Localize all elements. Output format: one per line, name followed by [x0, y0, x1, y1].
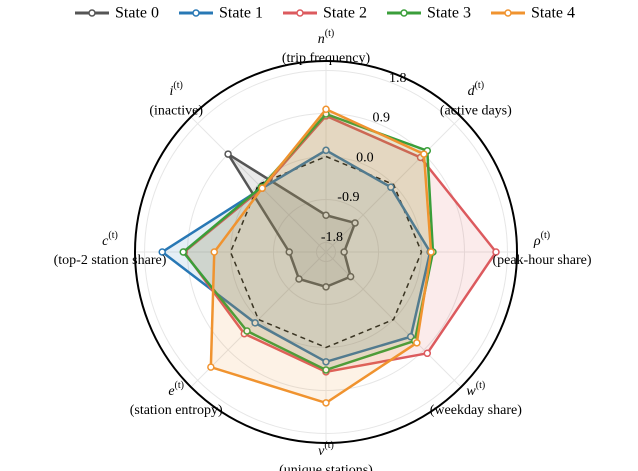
series-point [251, 319, 259, 327]
axis-desc: (unique stations) [279, 463, 373, 471]
r-tick-label: -0.9 [337, 190, 359, 205]
series-point [295, 275, 303, 283]
axis-symbol-letter: v [318, 444, 325, 459]
axis-symbol-letter: i [169, 84, 173, 99]
legend-marker [504, 9, 512, 17]
spoke [190, 116, 327, 253]
axis-symbol-letter: n [318, 32, 325, 47]
legend-label: State 1 [219, 5, 263, 22]
r-tick-label: 0.0 [356, 150, 374, 165]
series-area [210, 109, 432, 403]
series-point [427, 248, 435, 256]
series-point [158, 248, 166, 256]
series-point [322, 105, 330, 113]
axis-symbol: c(t) [102, 230, 118, 249]
series-point [420, 150, 428, 158]
axis-desc: (active days) [440, 103, 512, 118]
legend-marker [192, 9, 200, 17]
series-point [322, 211, 330, 219]
series-point [492, 248, 500, 256]
axis-symbol-letter: w [466, 384, 476, 399]
axis-symbol-letter: d [468, 84, 476, 99]
series-area [183, 114, 433, 370]
axis-symbol-letter: e [168, 384, 174, 399]
series-point [322, 146, 330, 155]
axis-symbol-sup: (t) [324, 440, 333, 451]
series-point [243, 327, 251, 335]
legend-label: State 4 [531, 5, 575, 22]
axis-desc: (inactive) [149, 103, 203, 118]
series-point [285, 248, 293, 256]
legend-label: State 0 [115, 5, 159, 22]
series-point [210, 248, 219, 256]
axis-symbol-sup: (t) [108, 230, 117, 241]
series-point [423, 349, 432, 358]
legend-marker [296, 9, 304, 17]
legend-label: State 3 [427, 5, 471, 22]
axis-symbol-sup: (t) [476, 380, 485, 391]
axis-symbol: v(t) [318, 440, 334, 459]
axis-symbol: ρ(t) [533, 230, 550, 249]
series-point [387, 183, 395, 191]
series-point [322, 358, 330, 366]
legend-marker [400, 9, 408, 17]
series-point [224, 150, 232, 158]
axis-symbol-sup: (t) [325, 28, 334, 39]
axis-desc: (top-2 station share) [54, 253, 167, 268]
axis-symbol-letter: c [102, 234, 109, 249]
series-point [322, 399, 330, 407]
axis-desc: (peak-hour share) [492, 253, 591, 268]
axis-symbol: i(t) [169, 80, 182, 99]
axis-symbol-sup: (t) [475, 80, 484, 91]
series-point [207, 363, 215, 371]
axis-symbol-sup: (t) [175, 380, 184, 391]
legend-marker [88, 9, 96, 17]
series-area [162, 150, 431, 362]
axis-symbol: w(t) [466, 380, 485, 399]
axis-symbol-letter: ρ [533, 234, 541, 249]
series-area [184, 115, 496, 372]
axis-symbol: d(t) [468, 80, 484, 99]
series-point [322, 366, 330, 374]
outer-ring [134, 60, 518, 444]
series-point [322, 283, 330, 291]
series-point [258, 184, 266, 192]
legend-label: State 2 [323, 5, 367, 22]
r-tick-label: 0.9 [373, 111, 391, 126]
axis-symbol: e(t) [168, 380, 184, 399]
r-tick-label: -1.8 [321, 230, 343, 245]
axis-desc: (trip frequency) [282, 51, 371, 66]
r-tick-label: 1.8 [389, 71, 407, 86]
axis-symbol-sup: (t) [173, 80, 182, 91]
series-point [413, 339, 421, 347]
series-point [346, 272, 355, 281]
series-point [351, 219, 359, 227]
axis-desc: (station entropy) [130, 403, 223, 418]
series-point [340, 248, 348, 256]
axis-symbol-sup: (t) [541, 230, 550, 241]
axis-symbol: n(t) [318, 28, 334, 47]
series-point [179, 248, 187, 256]
axis-desc: (weekday share) [430, 403, 522, 418]
